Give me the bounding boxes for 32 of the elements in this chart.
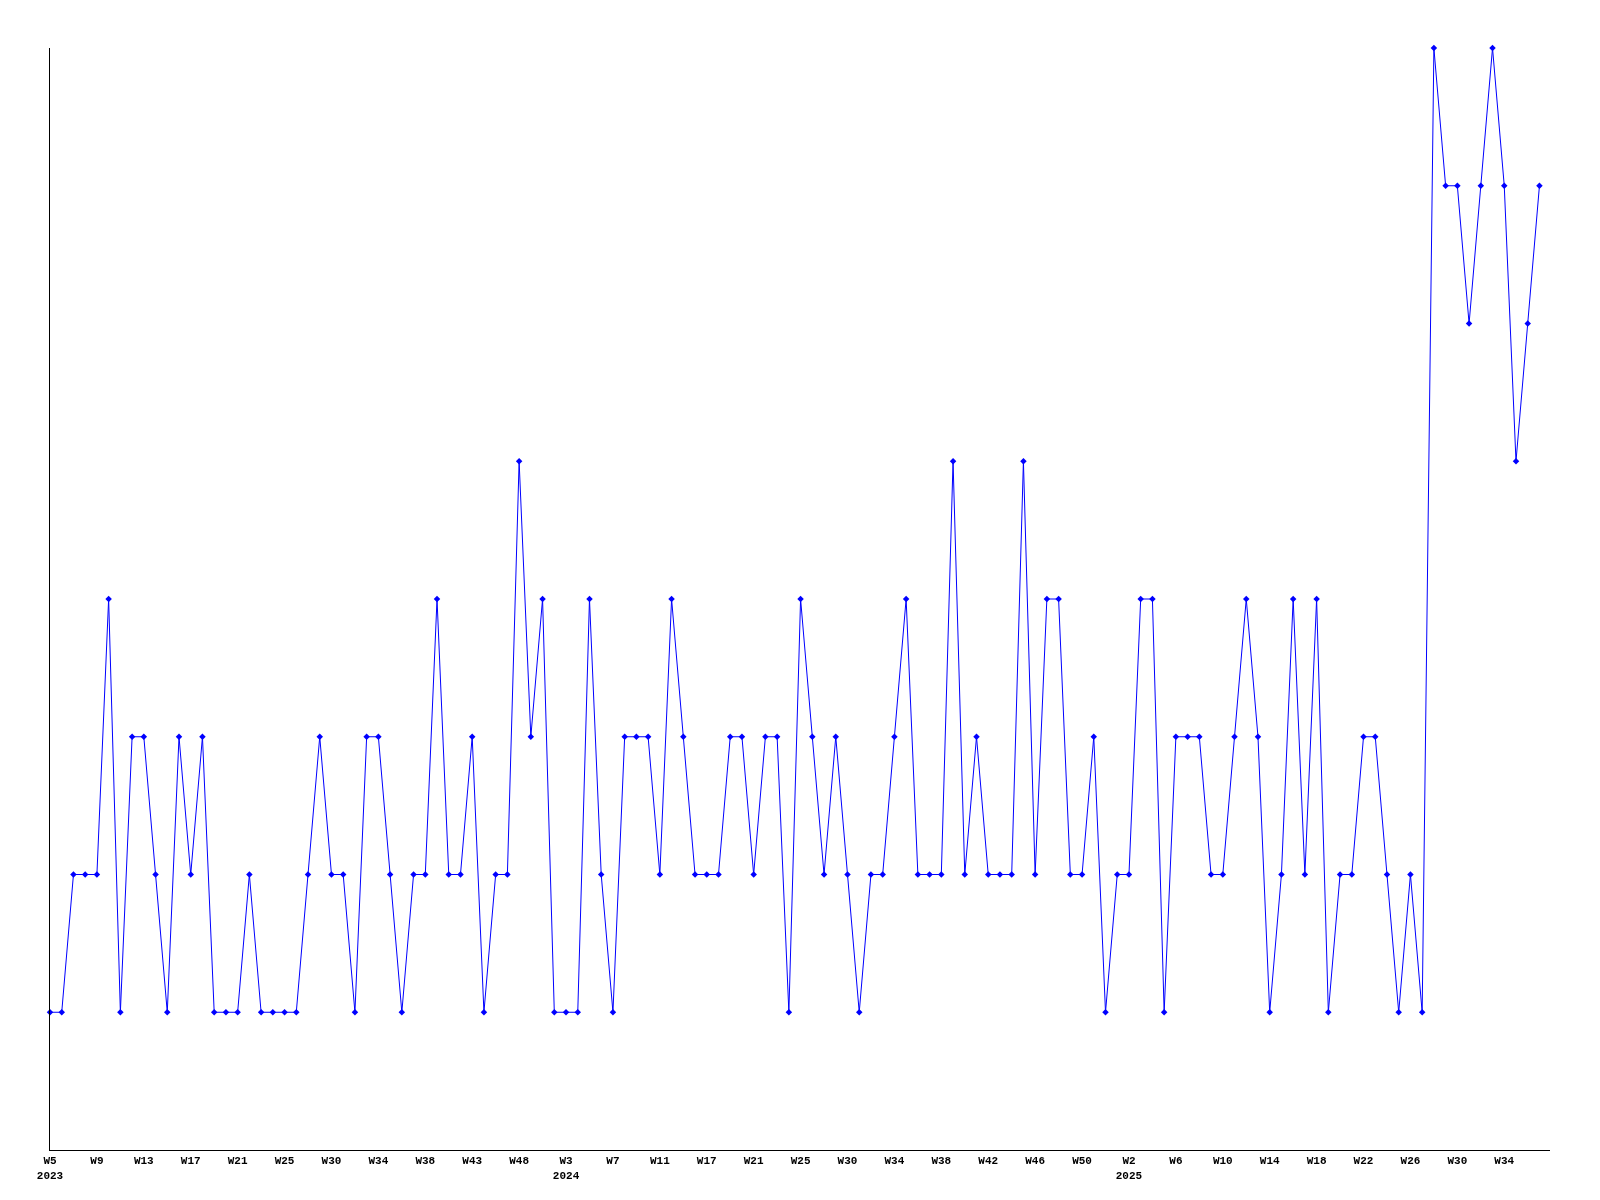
x-tick-label: W11 bbox=[649, 1155, 671, 1168]
x-tick-label: W5 2023 bbox=[36, 1155, 64, 1182]
x-tick-label: W42 bbox=[978, 1155, 999, 1168]
x-tick-label: W17 bbox=[180, 1155, 201, 1168]
x-tick-label: W38 bbox=[931, 1155, 952, 1168]
x-tick-label: W34 bbox=[1494, 1155, 1515, 1168]
x-tick-label: W14 bbox=[1259, 1155, 1280, 1168]
x-tick-label: W3 2024 bbox=[552, 1155, 580, 1182]
x-tick-label: W21 bbox=[227, 1155, 248, 1168]
x-tick-label: W50 bbox=[1072, 1155, 1092, 1168]
x-tick-label: W13 bbox=[133, 1155, 155, 1168]
x-tick-label: W26 bbox=[1400, 1155, 1421, 1168]
x-tick-label: W43 bbox=[462, 1155, 483, 1168]
x-tick-label: W34 bbox=[884, 1155, 905, 1168]
x-tick-label: W30 bbox=[837, 1155, 858, 1168]
x-tick-label: W48 bbox=[509, 1155, 530, 1168]
x-tick-label: W21 bbox=[743, 1155, 764, 1168]
x-tick-label: W46 bbox=[1025, 1155, 1046, 1168]
x-tick-label: W10 bbox=[1212, 1155, 1233, 1168]
x-tick-label: W30 bbox=[1447, 1155, 1468, 1168]
x-tick-label: W6 bbox=[1169, 1155, 1183, 1168]
x-tick-label: W2 2025 bbox=[1115, 1155, 1143, 1182]
x-tick-label: W17 bbox=[696, 1155, 717, 1168]
x-tick-label: W30 bbox=[321, 1155, 342, 1168]
x-tick-label: W38 bbox=[415, 1155, 436, 1168]
x-tick-label: W22 bbox=[1353, 1155, 1374, 1168]
x-tick-label: W9 bbox=[90, 1155, 104, 1168]
x-tick-label: W7 bbox=[606, 1155, 620, 1168]
x-tick-label: W25 bbox=[274, 1155, 295, 1168]
x-tick-label: W18 bbox=[1306, 1155, 1327, 1168]
x-tick-label: W34 bbox=[368, 1155, 389, 1168]
x-tick-label: W25 bbox=[790, 1155, 811, 1168]
